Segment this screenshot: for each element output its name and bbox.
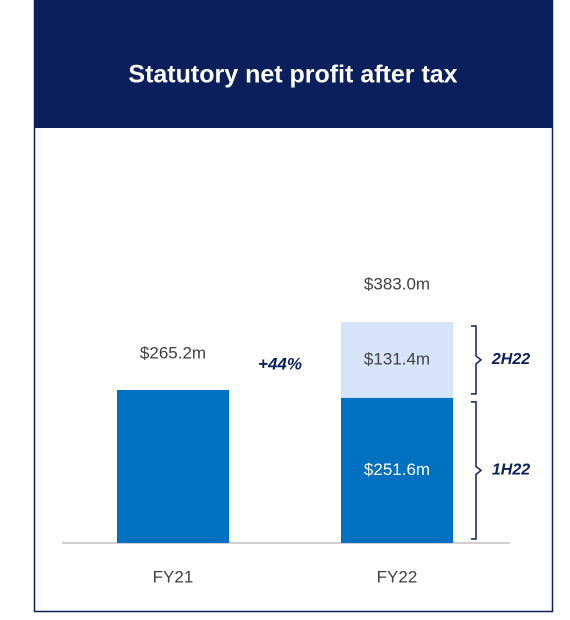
value-label: $131.4m [364,349,430,368]
value-label: $251.6m [364,460,430,479]
chart-title: Statutory net profit after tax [128,61,457,89]
annotation: +44% [258,354,302,373]
total-label: $383.0m [364,274,430,293]
bar-segment [117,389,229,543]
bar-segment [341,322,453,398]
brace [471,325,483,395]
brace [471,401,483,540]
bar-segment [341,397,453,543]
x-tick-label: FY22 [377,567,418,586]
header [34,0,553,128]
segment-name: 1H22 [492,462,530,479]
total-label: $265.2m [140,343,206,362]
x-tick-label: FY21 [153,567,194,586]
segment-name: 2H22 [491,351,530,368]
